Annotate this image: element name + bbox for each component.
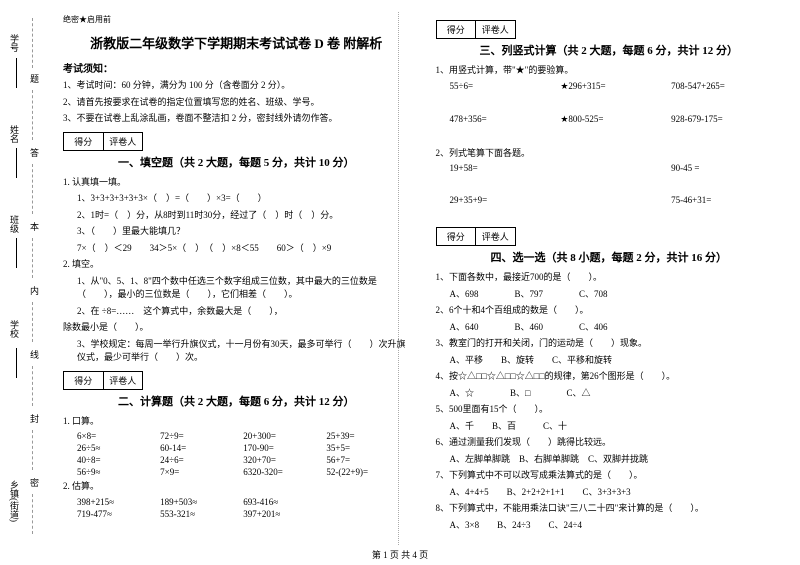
seal-line-4 [32,238,33,278]
seal-line-8 [32,494,33,534]
seal-char-0: 题 [28,74,41,83]
score-label: 得分 [64,133,104,150]
s3-q1: 1、用竖式计算，带"★"的要验算。 [436,64,783,78]
page-footer: 第 1 页 共 4 页 [0,548,800,561]
seal-line-7 [32,430,33,470]
score-box-3: 得分 评卷人 [436,20,516,39]
s4-q6o: A、左脚单脚跳 B、右脚单脚跳 C、双脚并拢跳 [436,453,783,467]
marker-label-2: 评卷人 [104,372,143,389]
s2-q2: 2. 估算。 [63,480,410,494]
s2-r6: 719-477≈553-321≈397+201≈ [63,509,410,519]
score-label-4: 得分 [437,228,477,245]
section-3-title: 三、列竖式计算（共 2 大题，每题 6 分，共计 12 分） [436,42,783,58]
seal-line-1 [32,18,33,68]
secret-seal: 绝密★启用前 [63,14,410,25]
section-1-title: 一、填空题（共 2 大题，每题 5 分，共计 10 分） [63,154,410,170]
s3-r4: 29+35+9=75-46+31= [436,195,783,205]
ul1 [16,58,26,88]
s1-q2b: 2、在 ÷8=…… 这个算式中，余数最大是（ ）， [63,305,410,319]
s3-r2: 478+356=★800-525=928-679-175= [436,114,783,125]
binding-margin: 学号 姓名 班级 学校 乡镇(街道) 题 答 本 内 线 封 密 [0,0,55,545]
ul3 [16,238,26,268]
s1-q2: 2. 填空。 [63,258,410,272]
s4-q7o: A、4+4+5 B、2+2+2+1+1 C、3+3+3+3 [436,486,783,500]
s1-q1a: 1、3+3+3+3+3+3×（ ）=（ ）×3=（ ） [63,192,410,206]
score-label-2: 得分 [64,372,104,389]
seal-char-6: 密 [28,478,41,487]
marker-label: 评卷人 [104,133,143,150]
column-left: 绝密★启用前 浙教版二年级数学下学期期末考试试卷 D 卷 附解析 考试须知： 1… [55,0,428,545]
column-right: 得分 评卷人 三、列竖式计算（共 2 大题，每题 6 分，共计 12 分） 1、… [428,0,800,545]
s4-q1: 1、下面各数中，最接近700的是（ ）。 [436,271,783,285]
label-xiangzhen: 乡镇(街道) [8,480,21,522]
s2-r3: 40÷8=24÷6=320+70=56+7= [63,455,410,465]
score-box-4: 得分 评卷人 [436,227,516,246]
seal-line-2 [32,90,33,140]
seal-line-5 [32,302,33,342]
s1-q1d: 7×（ ）＜29 34＞5×（ ） （ ）×8＜55 60＞（ ）×9 [63,242,410,256]
seal-char-2: 本 [28,222,41,231]
s1-q2c: 除数最小是（ ）。 [63,321,410,335]
s4-q5: 5、500里面有15个（ ）。 [436,403,783,417]
s1-q1b: 2、1时=（ ）分，从8时到11时30分，经过了（ ）时（ ）分。 [63,209,410,223]
score-box-2: 得分 评卷人 [63,371,143,390]
s2-r2: 26÷5≈60-14=170-90=35+5= [63,443,410,453]
notice-heading: 考试须知： [63,60,410,75]
label-banji: 班级 [8,215,21,233]
label-xuehao: 学号 [8,34,21,52]
s1-q1: 1. 认真填一填。 [63,176,410,190]
s1-q1c: 3、（ ）里最大能填几？ [63,225,410,239]
s2-q1: 1. 口算。 [63,415,410,429]
s4-q3: 3、教室门的打开和关闭，门的运动是（ ）现象。 [436,337,783,351]
score-label-3: 得分 [437,21,477,38]
s4-q5o: A、千 B、百 C、十 [436,420,783,434]
seal-char-4: 线 [28,350,41,359]
notice-2: 2、请首先按要求在试卷的指定位置填写您的姓名、班级、学号。 [63,96,410,110]
s3-r3: 19+58=90-45 = [436,163,783,173]
column-divider [398,12,399,545]
section-2-title: 二、计算题（共 2 大题，每题 6 分，共计 12 分） [63,393,410,409]
score-box-1: 得分 评卷人 [63,132,143,151]
s4-q6: 6、通过测量我们发现（ ）跳得比较远。 [436,436,783,450]
exam-title: 浙教版二年级数学下学期期末考试试卷 D 卷 附解析 [63,33,410,52]
seal-char-5: 封 [28,414,41,423]
s2-r5: 398+215≈189+503≈693-416≈ [63,497,410,507]
s3-r1: 55÷6=★296+315=708-547+265= [436,81,783,92]
s3-q2: 2、列式笔算下面各题。 [436,147,783,161]
s4-q8o: A、3×8 B、24÷3 C、24÷4 [436,519,783,533]
seal-char-3: 内 [28,286,41,295]
s1-q2d: 3、学校规定：每周一举行升旗仪式，十一月份有30天，最多可举行（ ）次升旗仪式，… [63,338,410,365]
marker-label-3: 评卷人 [476,21,515,38]
s2-r4: 56÷9≈7×9=6320-320=52-(22+9)= [63,467,410,477]
marker-label-4: 评卷人 [476,228,515,245]
seal-line-3 [32,164,33,214]
s2-r1: 6×8=72÷9=20+300=25+39= [63,431,410,441]
ul2 [16,148,26,178]
label-xuexiao: 学校 [8,320,21,338]
notice-3: 3、不要在试卷上乱涂乱画，卷面不整洁扣 2 分，密封线外请勿作答。 [63,112,410,126]
seal-line-6 [32,366,33,406]
label-xingming: 姓名 [8,125,21,143]
s4-q4o: A、☆ B、□ C、△ [436,387,783,401]
s4-q1o: A、698 B、797 C、708 [436,288,783,302]
s4-q7: 7、下列算式中不可以改写成乘法算式的是（ ）。 [436,469,783,483]
s4-q2o: A、640 B、460 C、406 [436,321,783,335]
ul4 [16,348,26,378]
s4-q3o: A、平移 B、旋转 C、平移和旋转 [436,354,783,368]
s1-q2a: 1、从"0、5、1、8"四个数中任选三个数字组成三位数，其中最大的三位数是（ ）… [63,275,410,302]
s4-q8: 8、下列算式中，不能用乘法口诀"三八二十四"来计算的是（ ）。 [436,502,783,516]
s4-q2: 2、6个十和4个百组成的数是（ ）。 [436,304,783,318]
s4-q4: 4、按☆△□□☆△□□☆△□□的规律，第26个图形是（ ）。 [436,370,783,384]
seal-char-1: 答 [28,148,41,157]
section-4-title: 四、选一选（共 8 小题，每题 2 分，共计 16 分） [436,249,783,265]
notice-1: 1、考试时间：60 分钟，满分为 100 分（含卷面分 2 分）。 [63,79,410,93]
